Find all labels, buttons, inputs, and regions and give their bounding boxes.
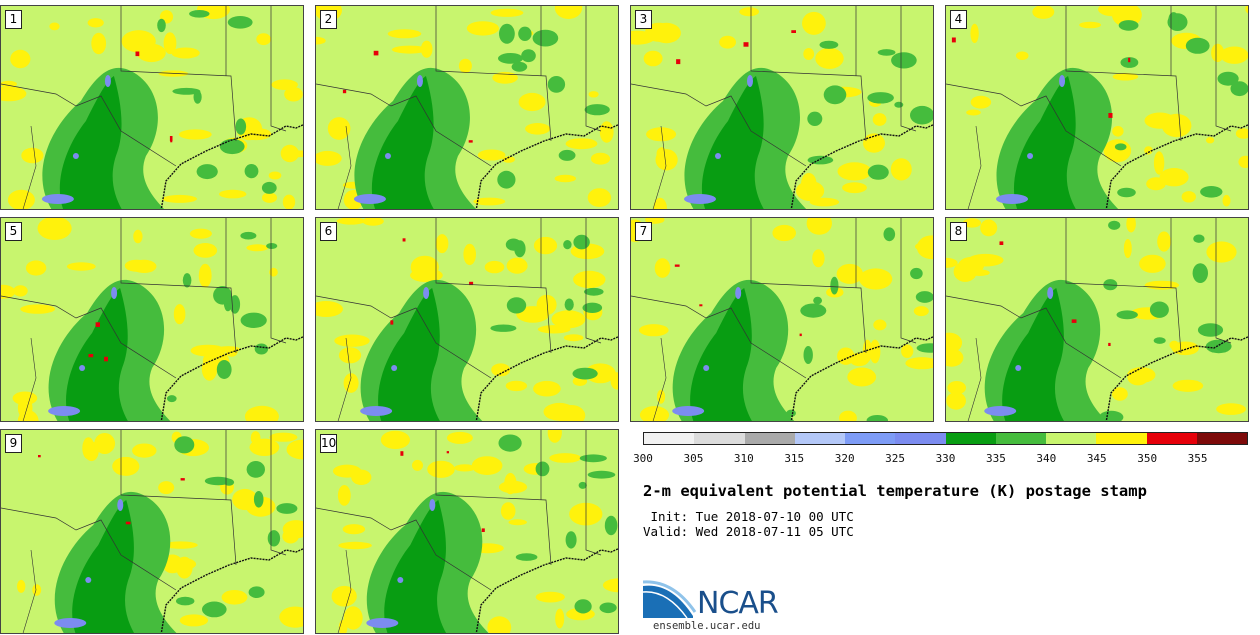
map-field — [1, 218, 303, 421]
panel-number: 5 — [5, 222, 22, 241]
init-time: Init: Tue 2018-07-10 00 UTC — [643, 509, 854, 524]
colorbar-tick-label: 325 — [885, 452, 906, 465]
map-panel: 10 — [315, 429, 619, 634]
logo-text: NCAR — [697, 586, 779, 621]
map-panel: 2 — [315, 5, 619, 210]
logo-url: ensemble.ucar.edu — [653, 620, 761, 632]
colorbar-segment — [1196, 433, 1247, 444]
colorbar-tick-label: 345 — [1086, 452, 1107, 465]
map-field — [946, 6, 1248, 209]
colorbar-segment — [1146, 433, 1197, 444]
valid-time: Valid: Wed 2018-07-11 05 UTC — [643, 524, 854, 539]
panel-number: 8 — [950, 222, 967, 241]
colorbar-tick-label: 350 — [1137, 452, 1158, 465]
colorbar-tick-label: 320 — [834, 452, 855, 465]
panel-number: 9 — [5, 434, 22, 453]
map-field — [631, 6, 933, 209]
colorbar-tick-label: 305 — [683, 452, 704, 465]
colorbar-segment — [744, 433, 795, 444]
map-panel: 8 — [945, 217, 1249, 422]
colorbar-segment — [1046, 433, 1097, 444]
panel-number: 1 — [5, 10, 22, 29]
panel-number: 2 — [320, 10, 337, 29]
map-field — [631, 218, 933, 421]
map-field — [316, 218, 618, 421]
colorbar-segment — [895, 433, 946, 444]
map-panel: 5 — [0, 217, 304, 422]
colorbar-tick-label: 310 — [733, 452, 754, 465]
map-field — [316, 6, 618, 209]
ncar-logo-icon — [643, 580, 697, 619]
map-field — [1, 430, 303, 633]
colorbar-segment — [644, 433, 695, 444]
map-panel: 9 — [0, 429, 304, 634]
colorbar-segment — [845, 433, 896, 444]
colorbar-segment — [694, 433, 745, 444]
plot-title: 2-m equivalent potential temperature (K)… — [643, 482, 1147, 500]
map-field — [316, 430, 618, 633]
panel-number: 7 — [635, 222, 652, 241]
colorbar — [643, 432, 1248, 445]
colorbar-tick-label: 335 — [985, 452, 1006, 465]
panel-number: 10 — [320, 434, 337, 453]
colorbar-segment — [794, 433, 845, 444]
map-panel: 6 — [315, 217, 619, 422]
colorbar-segment — [995, 433, 1046, 444]
colorbar-tick-label: 355 — [1187, 452, 1208, 465]
colorbar-tick-label: 340 — [1036, 452, 1057, 465]
colorbar-segment — [945, 433, 996, 444]
colorbar-tick-label: 315 — [784, 452, 805, 465]
colorbar-segment — [1096, 433, 1147, 444]
map-field — [946, 218, 1248, 421]
colorbar-tick-label: 330 — [935, 452, 956, 465]
colorbar-tick-label: 300 — [633, 452, 653, 465]
panel-number: 6 — [320, 222, 337, 241]
panel-number: 4 — [950, 10, 967, 29]
map-panel: 3 — [630, 5, 934, 210]
panel-number: 3 — [635, 10, 652, 29]
map-panel: 1 — [0, 5, 304, 210]
map-panel: 4 — [945, 5, 1249, 210]
map-field — [1, 6, 303, 209]
map-panel: 7 — [630, 217, 934, 422]
